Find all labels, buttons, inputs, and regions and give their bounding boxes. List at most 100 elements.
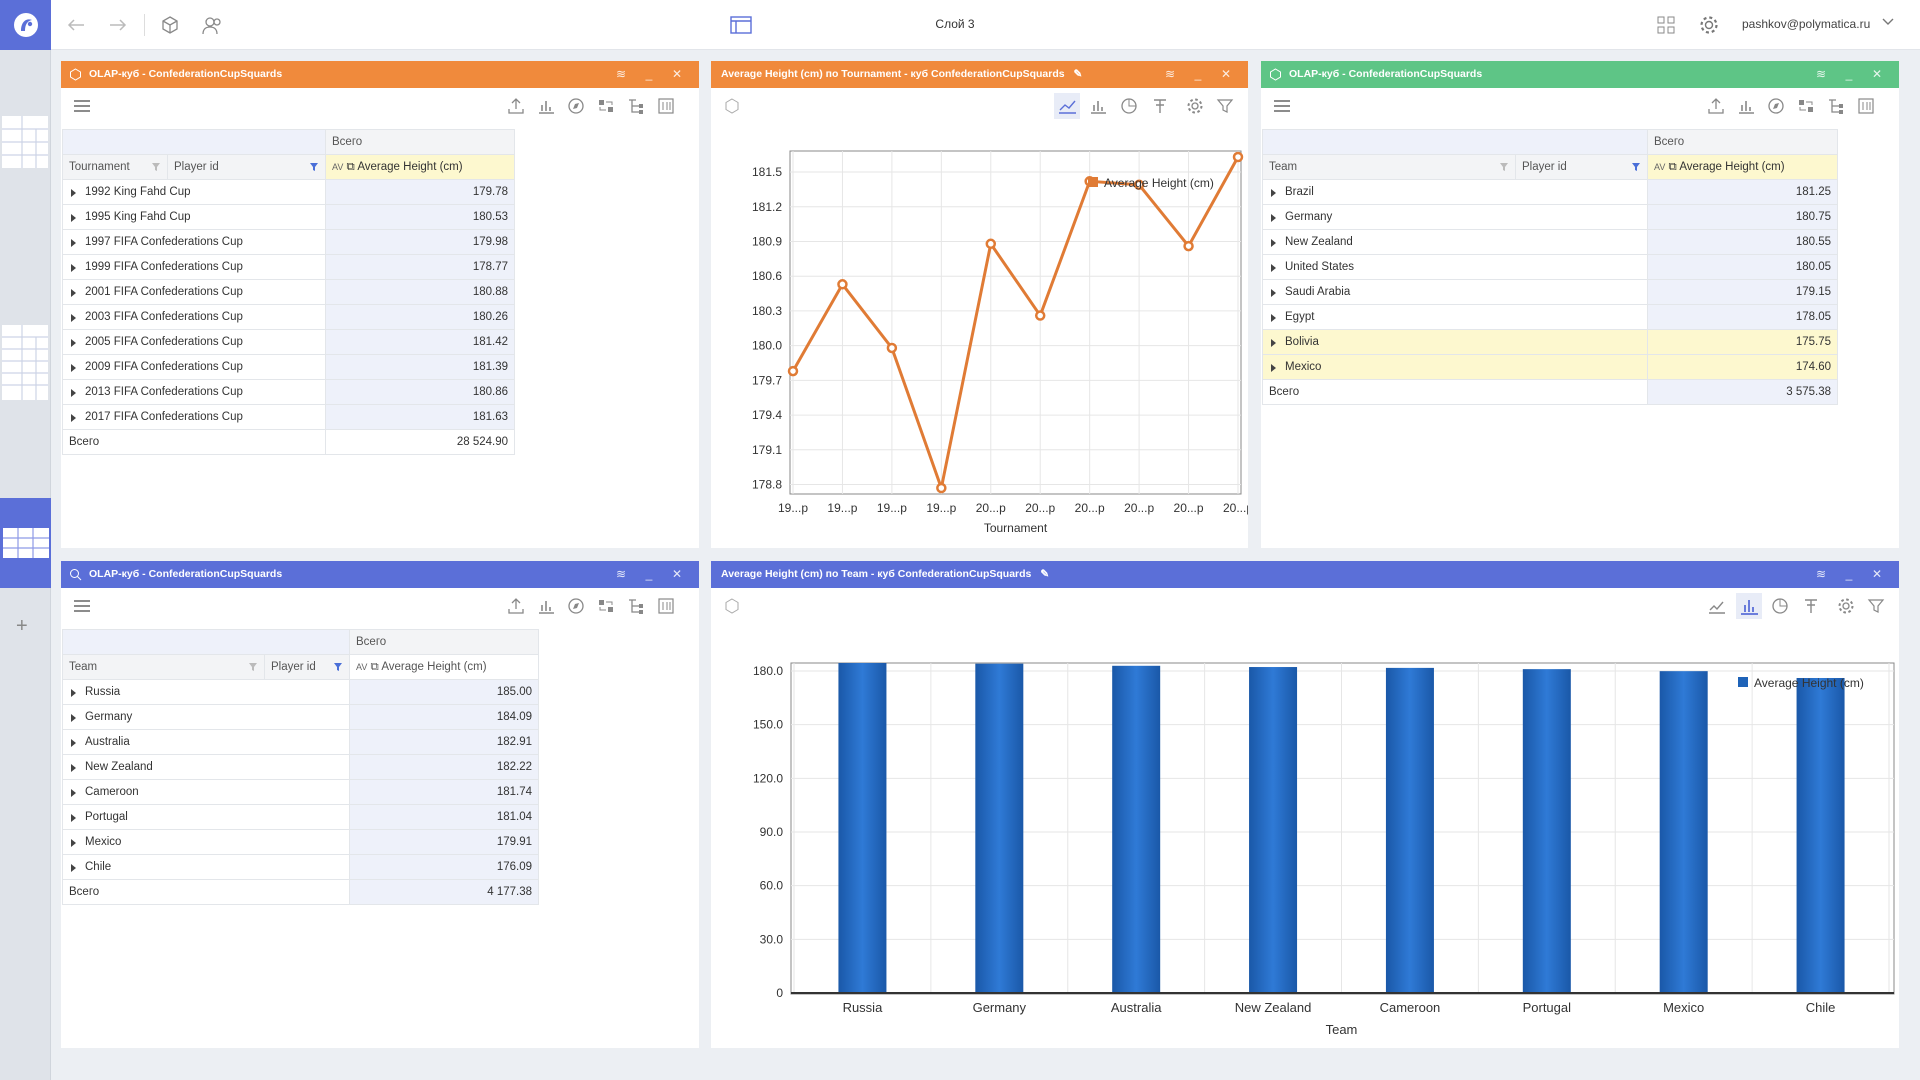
table-row[interactable]: Brazil 181.25 <box>1262 179 1838 205</box>
dim-header-tournament[interactable]: Tournament <box>62 154 168 180</box>
chart-icon[interactable] <box>537 597 555 615</box>
expand-arrow-icon[interactable] <box>71 714 76 722</box>
row-label[interactable]: Germany <box>1262 204 1648 230</box>
layer-thumbnail-1[interactable] <box>2 116 48 168</box>
table-row[interactable]: 2005 FIFA Confederations Cup 181.42 <box>62 329 515 355</box>
dim-header-team[interactable]: Team <box>62 654 265 680</box>
row-label[interactable]: Brazil <box>1262 179 1648 205</box>
layers-icon[interactable]: ≋ <box>1164 67 1176 81</box>
row-label[interactable]: Bolivia <box>1262 329 1648 355</box>
swap-icon[interactable] <box>597 597 615 615</box>
export-icon[interactable] <box>507 97 525 115</box>
table-row[interactable]: Germany 184.09 <box>62 704 539 730</box>
layout-icon[interactable] <box>729 13 753 37</box>
table-row[interactable]: Saudi Arabia 179.15 <box>1262 279 1838 305</box>
table-row[interactable]: Mexico 179.91 <box>62 829 539 855</box>
table-row[interactable]: Australia 182.91 <box>62 729 539 755</box>
expand-arrow-icon[interactable] <box>71 214 76 222</box>
minimize-icon[interactable]: _ <box>645 67 653 81</box>
row-label[interactable]: 1995 King Fahd Cup <box>62 204 326 230</box>
row-label[interactable]: Egypt <box>1262 304 1648 330</box>
edit-icon[interactable]: ✎ <box>1073 68 1083 80</box>
cube-icon[interactable] <box>723 597 741 615</box>
filter-icon[interactable] <box>309 162 319 172</box>
swap-icon[interactable] <box>1797 97 1815 115</box>
table-row[interactable]: Cameroon 181.74 <box>62 779 539 805</box>
chart-icon[interactable] <box>1737 97 1755 115</box>
filter-icon[interactable] <box>333 662 343 672</box>
layers-icon[interactable]: ≋ <box>615 67 627 81</box>
export-icon[interactable] <box>1707 97 1725 115</box>
expand-arrow-icon[interactable] <box>1271 364 1276 372</box>
minimize-icon[interactable]: _ <box>1194 67 1202 81</box>
close-icon[interactable]: ✕ <box>1220 67 1232 81</box>
gear-icon[interactable] <box>1186 97 1204 115</box>
row-label[interactable]: Australia <box>62 729 350 755</box>
dim-header-player[interactable]: Player id <box>167 154 326 180</box>
layers-icon[interactable]: ≋ <box>615 567 627 581</box>
gear-icon[interactable] <box>1697 13 1721 37</box>
bar-chart-icon[interactable] <box>1089 97 1107 115</box>
expand-arrow-icon[interactable] <box>71 314 76 322</box>
compass-icon[interactable] <box>567 597 585 615</box>
table-row[interactable]: 1997 FIFA Confederations Cup 179.98 <box>62 229 515 255</box>
table-row[interactable]: 2001 FIFA Confederations Cup 180.88 <box>62 279 515 305</box>
line-chart-icon[interactable] <box>1708 597 1726 615</box>
expand-arrow-icon[interactable] <box>71 764 76 772</box>
calc-icon[interactable] <box>1857 97 1875 115</box>
line-chart-icon[interactable] <box>1054 93 1080 119</box>
measure-header[interactable]: AV ⧉ Average Height (cm) <box>349 654 539 680</box>
filter-icon[interactable] <box>151 162 161 172</box>
table-row[interactable]: Bolivia 175.75 <box>1262 329 1838 355</box>
layers-icon[interactable]: ≋ <box>1815 67 1827 81</box>
minimize-icon[interactable]: _ <box>1845 567 1853 581</box>
expand-arrow-icon[interactable] <box>71 239 76 247</box>
table-row[interactable]: Egypt 178.05 <box>1262 304 1838 330</box>
table-row[interactable]: Russia 185.00 <box>62 679 539 705</box>
row-label[interactable]: 2009 FIFA Confederations Cup <box>62 354 326 380</box>
table-row[interactable]: Mexico 174.60 <box>1262 354 1838 380</box>
filter-icon[interactable] <box>1631 162 1641 172</box>
minimize-icon[interactable]: _ <box>645 567 653 581</box>
row-label[interactable]: Mexico <box>1262 354 1648 380</box>
row-label[interactable]: Russia <box>62 679 350 705</box>
layer-thumbnail-2[interactable] <box>2 325 48 400</box>
filter-icon[interactable] <box>1216 97 1234 115</box>
back-arrow-icon[interactable] <box>64 13 88 37</box>
bar-chart-icon[interactable] <box>1736 593 1762 619</box>
row-label[interactable]: 2001 FIFA Confederations Cup <box>62 279 326 305</box>
expand-arrow-icon[interactable] <box>71 739 76 747</box>
expand-arrow-icon[interactable] <box>1271 214 1276 222</box>
row-label[interactable]: 2005 FIFA Confederations Cup <box>62 329 326 355</box>
menu-icon[interactable] <box>1273 97 1291 115</box>
expand-arrow-icon[interactable] <box>71 839 76 847</box>
pie-chart-icon[interactable] <box>1120 97 1138 115</box>
table-row[interactable]: 2009 FIFA Confederations Cup 181.39 <box>62 354 515 380</box>
table-row[interactable]: 2013 FIFA Confederations Cup 180.86 <box>62 379 515 405</box>
row-label[interactable]: 2003 FIFA Confederations Cup <box>62 304 326 330</box>
table-row[interactable]: Germany 180.75 <box>1262 204 1838 230</box>
filter-icon[interactable] <box>248 662 258 672</box>
row-label[interactable]: 2013 FIFA Confederations Cup <box>62 379 326 405</box>
gear-icon[interactable] <box>1837 597 1855 615</box>
table-row[interactable]: Portugal 181.04 <box>62 804 539 830</box>
table-row[interactable]: New Zealand 182.22 <box>62 754 539 780</box>
hierarchy-icon[interactable] <box>1827 97 1845 115</box>
dim-header-player[interactable]: Player id <box>264 654 350 680</box>
filter-icon[interactable] <box>1499 162 1509 172</box>
table-row[interactable]: 2003 FIFA Confederations Cup 180.26 <box>62 304 515 330</box>
forward-arrow-icon[interactable] <box>106 13 130 37</box>
expand-arrow-icon[interactable] <box>71 814 76 822</box>
expand-arrow-icon[interactable] <box>1271 314 1276 322</box>
row-label[interactable]: New Zealand <box>62 754 350 780</box>
close-icon[interactable]: ✕ <box>1871 567 1883 581</box>
expand-arrow-icon[interactable] <box>1271 339 1276 347</box>
expand-arrow-icon[interactable] <box>71 364 76 372</box>
row-label[interactable]: Saudi Arabia <box>1262 279 1648 305</box>
expand-arrow-icon[interactable] <box>71 414 76 422</box>
menu-icon[interactable] <box>73 97 91 115</box>
row-label[interactable]: Mexico <box>62 829 350 855</box>
calc-icon[interactable] <box>657 97 675 115</box>
table-row[interactable]: 2017 FIFA Confederations Cup 181.63 <box>62 404 515 430</box>
add-layer-icon[interactable]: + <box>16 615 28 637</box>
